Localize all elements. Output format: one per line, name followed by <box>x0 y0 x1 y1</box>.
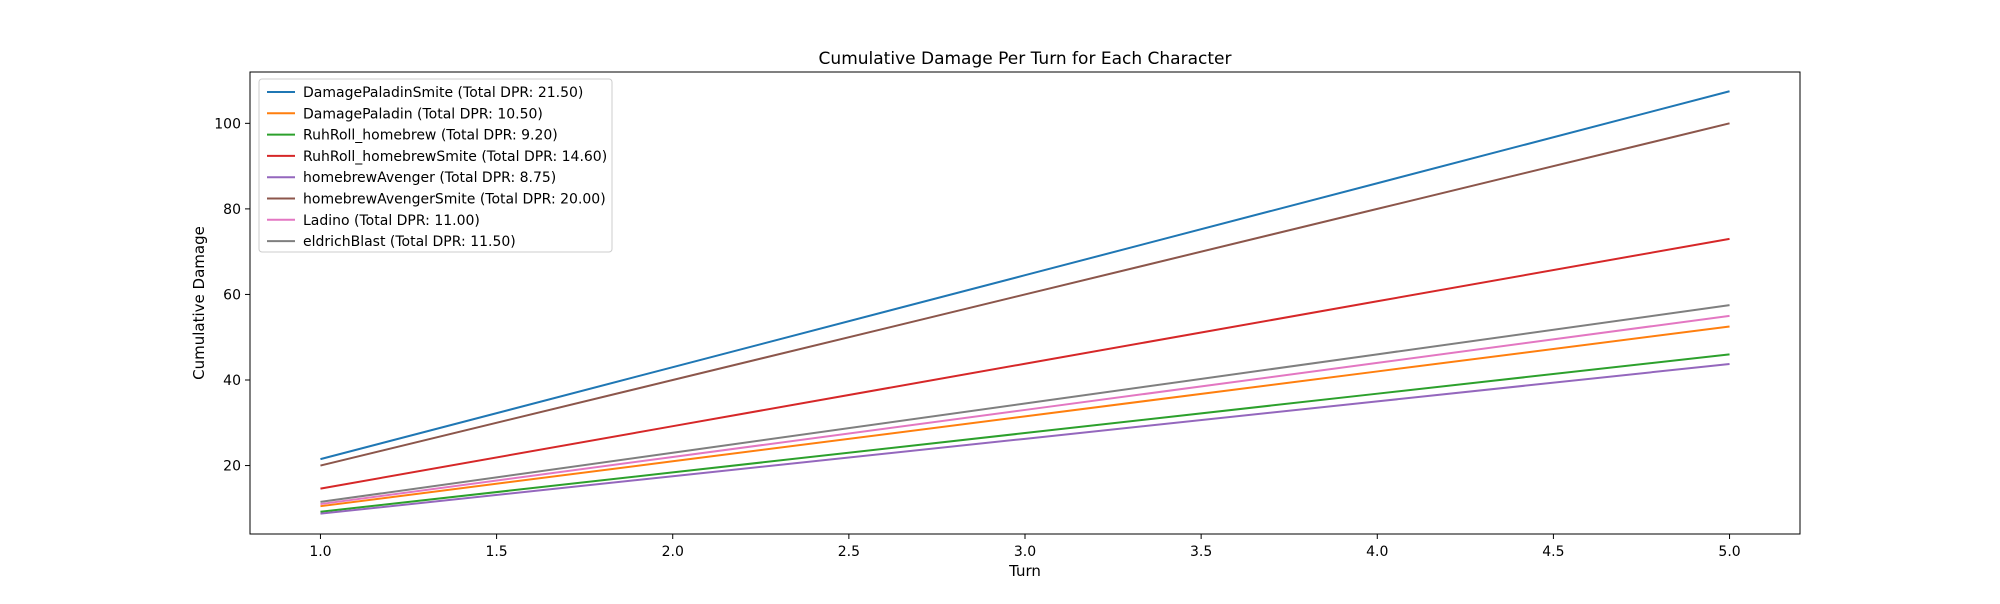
x-tick-label: 3.5 <box>1190 544 1212 560</box>
legend-label: RuhRoll_homebrew (Total DPR: 9.20) <box>303 128 558 144</box>
x-axis-label: Turn <box>1008 562 1041 580</box>
x-tick-label: 1.5 <box>485 544 507 560</box>
legend-label: Ladino (Total DPR: 11.00) <box>303 213 480 229</box>
series-lines <box>320 90 1730 515</box>
x-tick-label: 1.0 <box>309 544 331 560</box>
x-tick-label: 5.0 <box>1718 544 1740 560</box>
legend-label: eldrichBlast (Total DPR: 11.50) <box>303 234 516 250</box>
x-axis-ticks: 1.0 1.5 2.0 2.5 3.0 3.5 4.0 4.5 5.0 <box>309 534 1741 560</box>
legend-label: DamagePaladin (Total DPR: 10.50) <box>303 106 543 122</box>
series-line <box>320 353 1730 513</box>
series-line <box>320 325 1730 508</box>
series-line <box>320 237 1730 490</box>
series-line <box>320 122 1730 467</box>
legend-label: homebrewAvenger (Total DPR: 8.75) <box>303 170 556 186</box>
series-line <box>320 304 1730 503</box>
legend-label: RuhRoll_homebrewSmite (Total DPR: 14.60) <box>303 149 607 165</box>
legend: DamagePaladinSmite (Total DPR: 21.50) Dam… <box>258 78 613 253</box>
y-tick-label: 80 <box>223 202 241 218</box>
series-line <box>320 90 1730 461</box>
y-axis-label: Cumulative Damage <box>190 226 208 380</box>
legend-label: DamagePaladinSmite (Total DPR: 21.50) <box>303 85 583 101</box>
chart-title: Cumulative Damage Per Turn for Each Char… <box>819 49 1232 69</box>
x-tick-label: 4.0 <box>1366 544 1388 560</box>
x-tick-label: 2.0 <box>662 544 684 560</box>
x-tick-label: 2.5 <box>838 544 860 560</box>
x-tick-label: 3.0 <box>1014 544 1036 560</box>
y-tick-label: 20 <box>223 459 241 475</box>
y-tick-label: 100 <box>214 116 241 132</box>
legend-box <box>258 78 613 253</box>
y-axis-ticks: 20 40 60 80 100 <box>214 116 250 475</box>
series-line <box>320 362 1730 515</box>
series-line <box>320 314 1730 506</box>
y-tick-label: 40 <box>223 373 241 389</box>
legend-label: homebrewAvengerSmite (Total DPR: 20.00) <box>303 192 606 208</box>
x-tick-label: 4.5 <box>1542 544 1564 560</box>
y-tick-label: 60 <box>223 287 241 303</box>
